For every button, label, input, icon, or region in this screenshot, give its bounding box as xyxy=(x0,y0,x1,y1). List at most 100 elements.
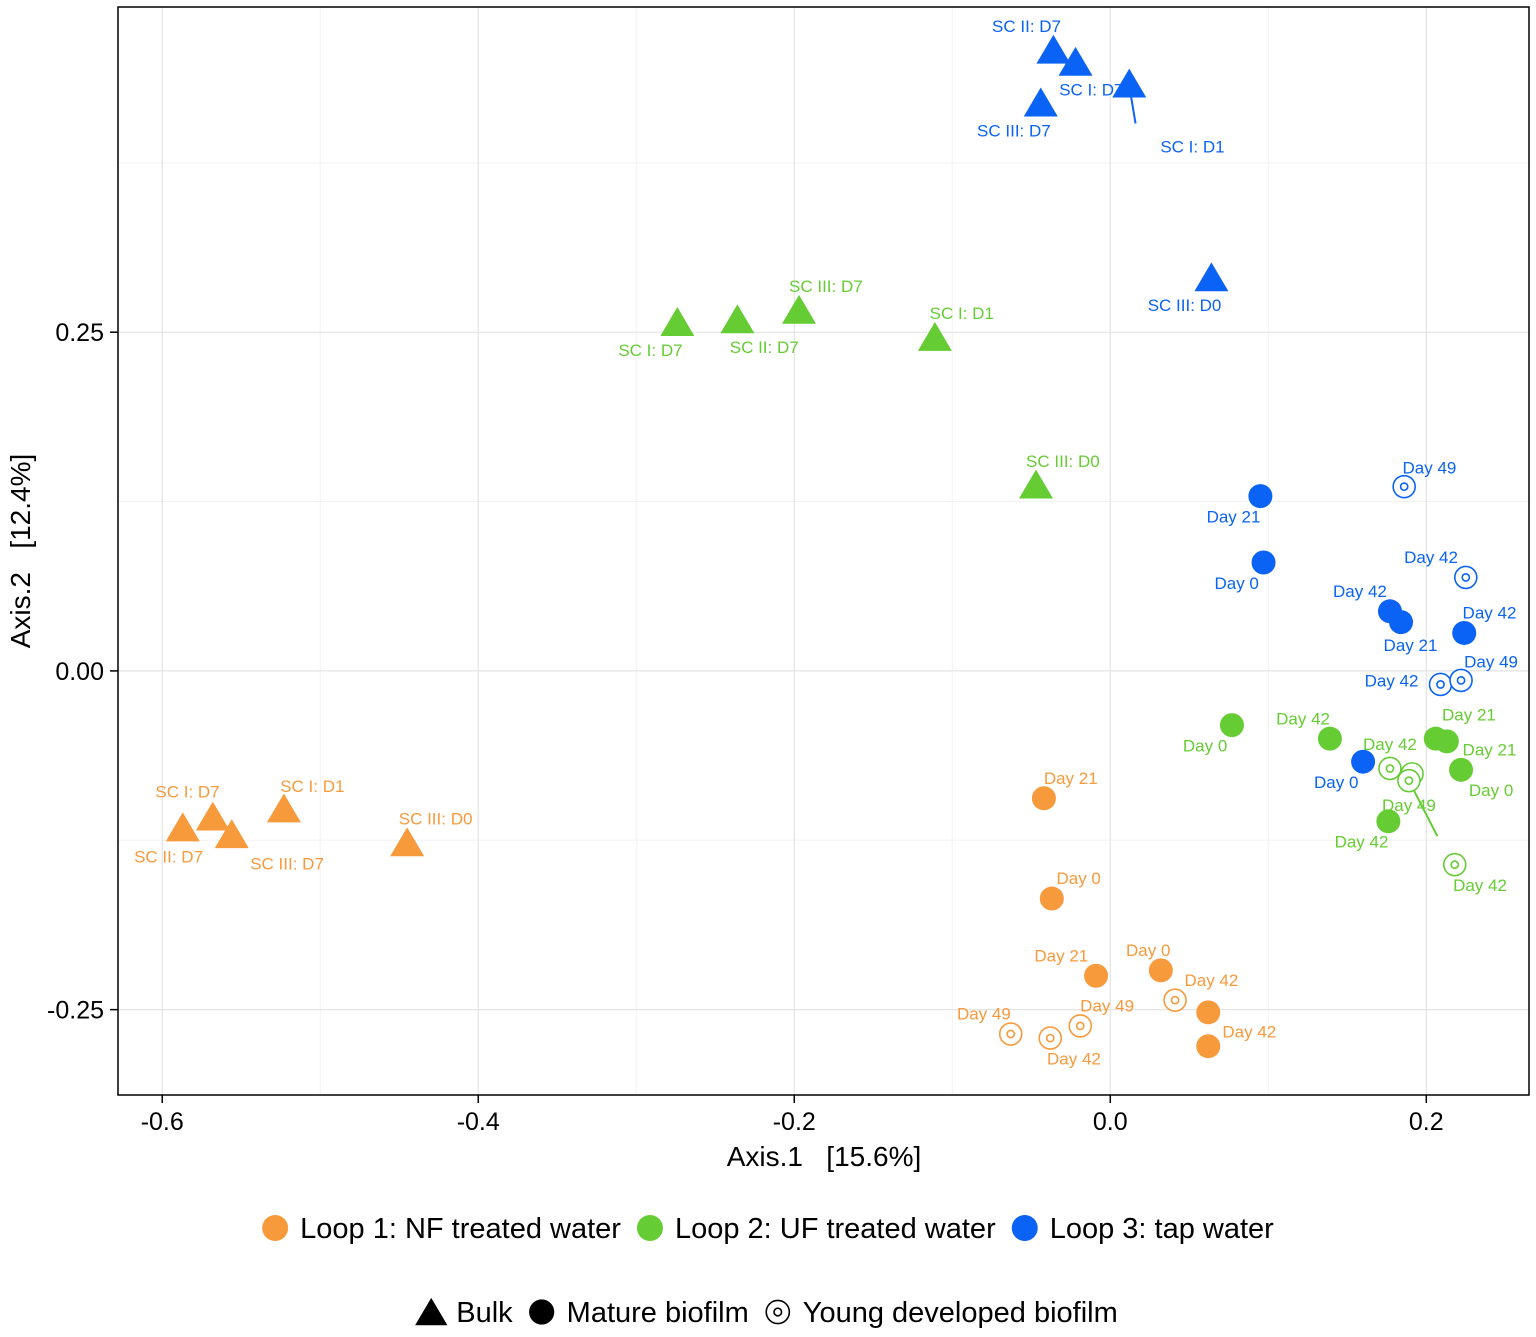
blue-mature-point xyxy=(1248,484,1273,509)
orange-young-point xyxy=(998,1022,1023,1046)
orange-young-point-outer xyxy=(1163,988,1187,1012)
green-mature-point xyxy=(1434,729,1459,754)
point-label: SC III: D7 xyxy=(977,121,1051,140)
point-label: Day 42 xyxy=(1463,604,1517,623)
x-tick-label: -0.6 xyxy=(141,1108,184,1136)
blue-mature-point xyxy=(1452,620,1477,645)
x-tick-label: 0.2 xyxy=(1409,1108,1444,1136)
point-label: SC II: D7 xyxy=(730,338,799,357)
legend-key-ring xyxy=(765,1299,791,1325)
green-bulk-point xyxy=(660,307,695,336)
point-label: Day 42 xyxy=(1333,582,1387,601)
point-label: SC I: D1 xyxy=(280,777,344,796)
blue-bulk-point xyxy=(1194,262,1229,292)
orange-young-point-outer xyxy=(1038,1026,1063,1050)
orange-bulk-point xyxy=(266,793,301,823)
orange-young-point-outer xyxy=(998,1022,1023,1046)
blue-young-point-outer xyxy=(1392,474,1416,499)
blue-mature-point xyxy=(1251,550,1276,575)
point-label: Day 21 xyxy=(1384,636,1438,655)
green-bulk-point xyxy=(782,294,817,324)
shape-legend: Bulk Mature biofilm Young developed biofil… xyxy=(415,1297,1118,1329)
green-mature-point xyxy=(1449,757,1474,782)
point-label: Day 0 xyxy=(1469,781,1513,800)
point-label: Day 42 xyxy=(1453,876,1507,895)
orange-bulk-point xyxy=(195,801,230,831)
blue-young-point-outer xyxy=(1453,565,1478,590)
point-label: Day 21 xyxy=(1044,769,1098,788)
blue-bulk-point xyxy=(1036,34,1071,64)
orange-bulk-point xyxy=(165,812,200,842)
point-label: Day 42 xyxy=(1222,1022,1276,1041)
green-bulk-point xyxy=(1019,469,1054,499)
orange-mature-point xyxy=(1196,1000,1221,1025)
orange-bulk-point xyxy=(214,819,249,849)
plot-frame xyxy=(117,6,1530,1096)
orange-young-point-inner xyxy=(1075,1021,1085,1031)
point-label: SC I: D1 xyxy=(1160,138,1224,157)
point-label: Day 42 xyxy=(1335,833,1389,852)
x-tick-label: 0.0 xyxy=(1093,1108,1128,1136)
blue-young-point-outer xyxy=(1449,668,1473,693)
color-legend: Loop 1: NF treated water Loop 2: UF treat… xyxy=(262,1213,1274,1245)
legend-label: Bulk xyxy=(456,1297,513,1329)
green-young-point-inner xyxy=(1450,860,1460,870)
point-label: Day 0 xyxy=(1314,773,1358,792)
point-label: Day 42 xyxy=(1276,709,1330,728)
point-label: SC III: D0 xyxy=(399,810,473,829)
legend-key-triangle xyxy=(415,1297,448,1326)
green-mature-point xyxy=(1376,809,1401,834)
orange-mature-point xyxy=(1148,958,1173,983)
orange-young-point-outer xyxy=(1068,1014,1093,1038)
orange-mature-point xyxy=(1084,963,1109,988)
x-axis-title: Axis.1 [15.6%] xyxy=(727,1141,922,1172)
legend-label: Loop 1: NF treated water xyxy=(300,1213,621,1245)
y-tick-label: 0.00 xyxy=(55,658,104,686)
point-label: Day 21 xyxy=(1442,705,1496,724)
green-mature-point xyxy=(1317,726,1342,751)
legend-swatch xyxy=(262,1215,289,1241)
green-young-point-inner xyxy=(1404,776,1414,786)
green-mature-point xyxy=(1219,713,1244,738)
point-label: SC III: D0 xyxy=(1026,452,1100,471)
orange-young-point-inner xyxy=(1045,1033,1055,1043)
orange-bulk-point xyxy=(390,827,425,857)
legend-label: Loop 3: tap water xyxy=(1050,1213,1274,1245)
blue-mature-point xyxy=(1351,749,1376,774)
blue-young-point xyxy=(1453,565,1478,590)
orange-mature-point xyxy=(1031,786,1056,811)
orange-young-point-inner xyxy=(1170,995,1180,1005)
green-young-point xyxy=(1378,756,1402,781)
blue-young-point xyxy=(1449,668,1473,693)
point-label: Day 42 xyxy=(1184,971,1238,990)
point-label: Day 49 xyxy=(1382,796,1436,815)
orange-young-point xyxy=(1068,1014,1093,1038)
point-label: SC III: D0 xyxy=(1148,296,1222,315)
point-label: SC III: D7 xyxy=(789,277,863,296)
blue-bulk-point xyxy=(1112,68,1147,98)
orange-mature-point xyxy=(1196,1034,1221,1059)
y-tick-label: 0.25 xyxy=(55,319,104,347)
point-label: Day 49 xyxy=(1403,459,1457,478)
point-label: Day 42 xyxy=(1047,1049,1101,1068)
green-young-point-outer xyxy=(1442,852,1467,877)
axis-ticks: -0.6 -0.4 -0.2 0.0 0.2 0.25 0.00 -0.25 xyxy=(47,319,1444,1136)
legend-label: Mature biofilm xyxy=(567,1297,749,1329)
y-axis-title: Axis.2 [12.4%] xyxy=(5,454,36,649)
blue-bulk-point xyxy=(1058,46,1093,76)
legend-key-ring-outer xyxy=(765,1299,791,1325)
legend-label: Loop 2: UF treated water xyxy=(675,1213,996,1245)
blue-young-point xyxy=(1428,672,1453,697)
data-points xyxy=(165,34,1478,1059)
blue-bulk-point xyxy=(1023,87,1058,117)
green-bulk-point xyxy=(720,304,755,334)
x-tick-label: -0.2 xyxy=(773,1108,816,1136)
point-label: Day 0 xyxy=(1126,941,1170,960)
blue-mature-point xyxy=(1389,610,1414,635)
blue-young-point xyxy=(1392,474,1416,499)
point-label: Day 21 xyxy=(1207,507,1261,526)
legend-swatch xyxy=(636,1215,663,1241)
point-label: Day 42 xyxy=(1404,548,1458,567)
blue-young-point-inner xyxy=(1399,482,1409,492)
